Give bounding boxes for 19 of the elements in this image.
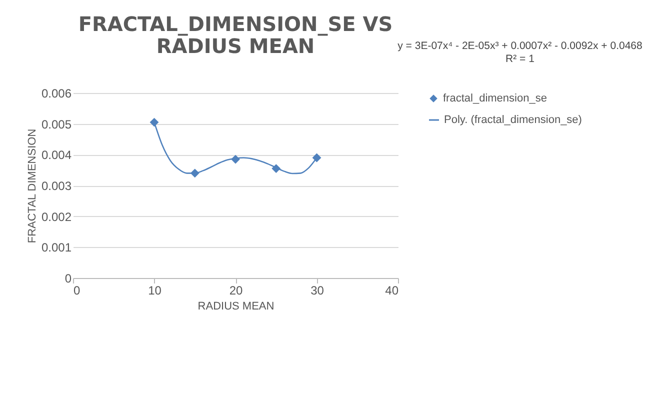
x-tick-label: 0 [74, 284, 80, 298]
text: y = 3E-07x⁴ - 2E-05x³ + 0.0007x² - 0.0092x + 0.0468 [396, 40, 644, 53]
x-tick-label: 30 [310, 284, 324, 298]
y-axis-title: FRACTAL DIMENSION [26, 128, 38, 244]
y-tick-label: 0.004 [41, 148, 72, 162]
y-tick-label: 0.003 [41, 179, 72, 193]
y-tick-label: 0.002 [41, 210, 72, 224]
chart-title: FRACTAL_DIMENSION_SE VS RADIUS MEAN [78, 12, 393, 58]
x-tick-label: 20 [229, 284, 243, 298]
legend-label: fractal_dimension_se [443, 92, 547, 104]
y-tick-label: 0.005 [41, 117, 72, 132]
x-tick-label: 40 [385, 284, 399, 298]
text: R² = 1 [504, 53, 536, 66]
y-tick-label: 0.006 [41, 86, 72, 100]
legend-label: Poly. (fractal_dimension_se) [444, 114, 582, 126]
x-axis-title: RADIUS MEAN [198, 300, 274, 312]
x-tick-label: 10 [148, 284, 162, 298]
y-tick-label: 0.001 [41, 240, 72, 255]
y-tick-label: 0 [64, 272, 72, 286]
